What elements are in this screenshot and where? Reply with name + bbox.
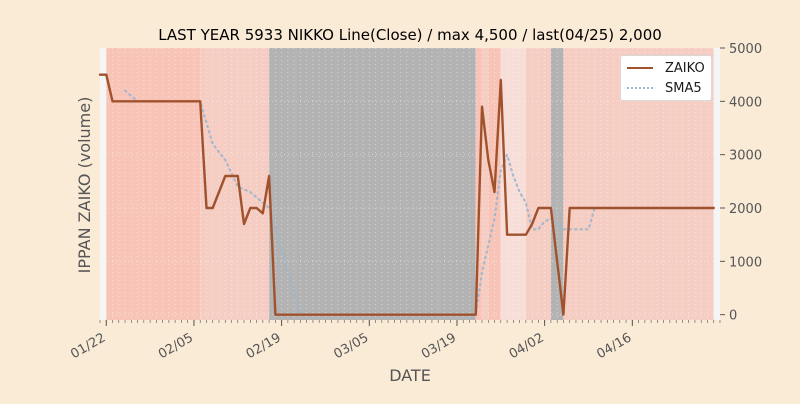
shaded-span bbox=[200, 48, 270, 320]
y-tick-label: 3000 bbox=[729, 149, 762, 164]
shaded-span bbox=[713, 48, 720, 320]
series-line-zaiko bbox=[98, 73, 715, 316]
y-tick-label: 1000 bbox=[729, 255, 762, 270]
legend-item-sma5: SMA5 bbox=[627, 79, 702, 97]
x-tick-label: 02/19 bbox=[244, 330, 284, 362]
legend-swatch-zaiko bbox=[627, 67, 653, 69]
shaded-span bbox=[269, 48, 476, 320]
series-lines bbox=[98, 73, 715, 316]
y-tick-label: 2000 bbox=[729, 202, 762, 217]
legend-label-sma5: SMA5 bbox=[665, 80, 702, 96]
y-tick-label: 5000 bbox=[729, 42, 762, 57]
chart-title: LAST YEAR 5933 NIKKO Line(Close) / max 4… bbox=[158, 26, 662, 44]
x-tick-label: 04/02 bbox=[507, 330, 547, 362]
y-tick-label: 0 bbox=[729, 309, 737, 324]
legend-label-zaiko: ZAIKO bbox=[665, 60, 705, 76]
legend-swatch-sma5 bbox=[627, 87, 653, 89]
x-axis-label: DATE bbox=[389, 366, 431, 385]
x-tick-label: 04/16 bbox=[594, 330, 634, 362]
x-tick-label: 03/05 bbox=[331, 330, 371, 362]
y-axis-label: IPPAN ZAIKO (volume) bbox=[75, 97, 94, 274]
x-tick-label: 02/05 bbox=[156, 330, 196, 362]
shaded-span bbox=[100, 48, 107, 320]
shaded-span bbox=[106, 48, 201, 320]
legend: ZAIKO SMA5 bbox=[620, 55, 712, 101]
legend-item-zaiko: ZAIKO bbox=[627, 59, 705, 77]
x-tick-label: 03/19 bbox=[419, 330, 459, 362]
x-tick-label: 01/22 bbox=[68, 330, 108, 362]
shaded-span bbox=[482, 48, 489, 320]
y-tick-label: 4000 bbox=[729, 95, 762, 110]
